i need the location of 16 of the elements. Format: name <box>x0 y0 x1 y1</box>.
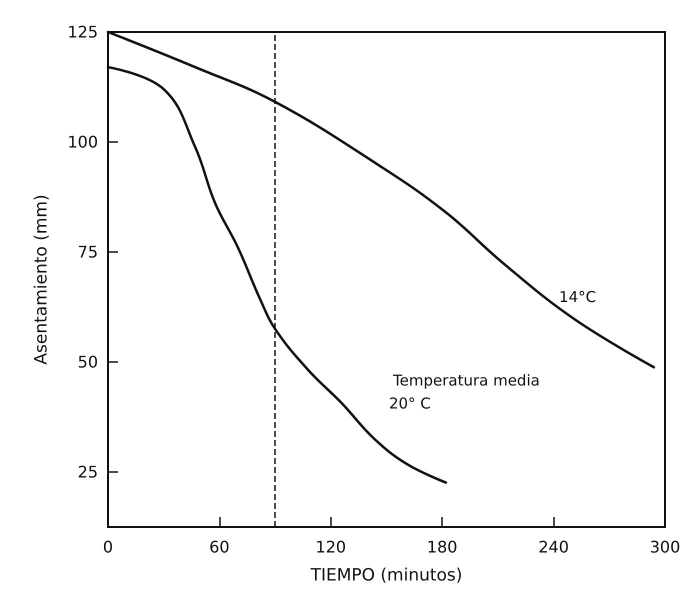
x-tick-label: 180 <box>426 538 458 556</box>
x-axis-title: TIEMPO (minutos) <box>310 566 462 586</box>
x-tick-label: 240 <box>538 538 569 556</box>
x-tick-label: 300 <box>650 538 680 556</box>
x-tick-label: 120 <box>316 538 346 556</box>
y-tick-label: 50 <box>78 352 98 372</box>
y-tick-label: 75 <box>78 242 98 262</box>
series-label: 20° C <box>388 394 431 412</box>
y-tick-label: 125 <box>67 22 98 42</box>
y-axis-title: Asentamiento (mm) <box>32 194 52 365</box>
y-tick-label: 100 <box>67 132 98 152</box>
x-tick-label: 0 <box>102 538 114 556</box>
annotation: Temperatura media <box>392 372 540 390</box>
y-tick-label: 25 <box>78 462 98 482</box>
series-label: 14°C <box>559 288 596 306</box>
x-tick-label: 60 <box>209 538 230 556</box>
